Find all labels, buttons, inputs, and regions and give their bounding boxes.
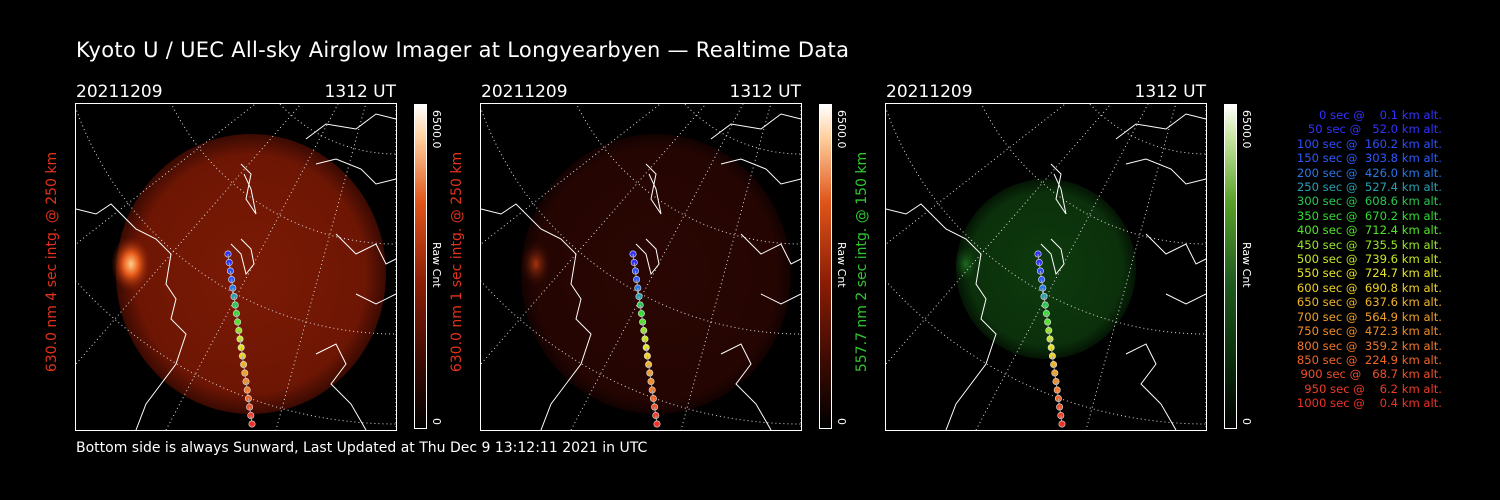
airglow-panel-1: 20211209 1312 UT 630.0 nm 4 sec intg. @ … <box>44 82 397 431</box>
legend-entry: 1000 sec @ 0.4 km alt. <box>1296 396 1442 411</box>
panel-date: 20211209 <box>481 82 568 102</box>
colorbar-max: 6500.0 <box>1240 110 1253 149</box>
legend-entry: 950 sec @ 6.2 km alt. <box>1304 381 1442 396</box>
allsky-image <box>885 103 1207 431</box>
legend-entry: 650 sec @ 637.6 km alt. <box>1296 295 1442 310</box>
airglow-panel-2: 20211209 1312 UT 630.0 nm 1 sec intg. @ … <box>449 82 802 431</box>
coastlines <box>76 113 396 430</box>
colorbar-min: 0 <box>1240 418 1253 425</box>
colorbar-1 <box>414 104 427 429</box>
legend-entry: 400 sec @ 712.4 km alt. <box>1296 223 1442 238</box>
colorbar-unit: Raw Cnt <box>430 242 443 288</box>
legend-entry: 200 sec @ 426.0 km alt. <box>1296 165 1442 180</box>
colorbar-min: 0 <box>835 418 848 425</box>
trajectory-legend: 0 sec @ 0.1 km alt. 50 sec @ 52.0 km alt.… <box>1297 108 1442 411</box>
trajectory <box>1034 250 1066 428</box>
panel-ylabel: 630.0 nm 4 sec intg. @ 250 km <box>44 151 60 373</box>
trajectory-point <box>248 420 256 428</box>
legend-entry: 300 sec @ 608.6 km alt. <box>1296 194 1442 209</box>
legend-entry: 450 sec @ 735.5 km alt. <box>1296 237 1442 252</box>
trajectory-point <box>1058 420 1066 428</box>
panel-time: 1312 UT <box>1134 82 1207 102</box>
allsky-image <box>75 103 397 431</box>
allsky-map-svg <box>76 104 396 430</box>
allsky-map-svg <box>481 104 801 430</box>
legend-entry: 150 sec @ 303.8 km alt. <box>1296 151 1442 166</box>
colorbar-min: 0 <box>430 418 443 425</box>
trajectory-point <box>653 420 661 428</box>
panel-ylabel: 630.0 nm 1 sec intg. @ 250 km <box>449 151 465 373</box>
legend-entry: 600 sec @ 690.8 km alt. <box>1296 280 1442 295</box>
allsky-map-svg <box>886 104 1206 430</box>
aurora-blob <box>954 246 978 282</box>
lat-lon-grid <box>886 104 1206 430</box>
legend-entry: 50 sec @ 52.0 km alt. <box>1307 122 1442 137</box>
page-title: Kyoto U / UEC All-sky Airglow Imager at … <box>76 38 850 62</box>
colorbar-2 <box>819 104 832 429</box>
trajectory <box>224 250 256 428</box>
colorbar-max: 6500.0 <box>835 110 848 149</box>
aurora-blob <box>111 236 151 292</box>
lat-lon-grid <box>76 104 396 430</box>
airglow-disk <box>521 134 791 414</box>
panel-date: 20211209 <box>76 82 163 102</box>
airglow-disk <box>116 134 386 414</box>
allsky-image <box>480 103 802 431</box>
legend-entry: 900 sec @ 68.7 km alt. <box>1300 367 1442 382</box>
legend-entry: 850 sec @ 224.9 km alt. <box>1296 352 1442 367</box>
legend-entry: 700 sec @ 564.9 km alt. <box>1296 309 1442 324</box>
legend-entry: 350 sec @ 670.2 km alt. <box>1296 208 1442 223</box>
colorbar-unit: Raw Cnt <box>1240 242 1253 288</box>
footer-note: Bottom side is always Sunward, Last Upda… <box>76 440 648 456</box>
colorbar-unit: Raw Cnt <box>835 242 848 288</box>
colorbar-max: 6500.0 <box>430 110 443 149</box>
airglow-panel-3: 20211209 1312 UT 557.7 nm 2 sec intg. @ … <box>854 82 1207 431</box>
panel-ylabel: 557.7 nm 2 sec intg. @ 150 km <box>854 151 870 373</box>
legend-entry: 100 sec @ 160.2 km alt. <box>1296 136 1442 151</box>
legend-entry: 250 sec @ 527.4 km alt. <box>1296 180 1442 195</box>
panel-date: 20211209 <box>886 82 973 102</box>
airglow-disk <box>956 179 1136 359</box>
coastlines <box>481 113 801 430</box>
legend-entry: 550 sec @ 724.7 km alt. <box>1296 266 1442 281</box>
legend-entry: 0 sec @ 0.1 km alt. <box>1318 108 1442 122</box>
legend-entry: 800 sec @ 359.2 km alt. <box>1296 338 1442 353</box>
aurora-blob <box>520 240 552 288</box>
panel-time: 1312 UT <box>324 82 397 102</box>
lat-lon-grid <box>481 104 801 430</box>
trajectory <box>629 250 661 428</box>
coastlines <box>886 113 1206 430</box>
legend-entry: 750 sec @ 472.3 km alt. <box>1296 324 1442 339</box>
colorbar-3 <box>1224 104 1237 429</box>
panel-time: 1312 UT <box>729 82 802 102</box>
legend-entry: 500 sec @ 739.6 km alt. <box>1296 252 1442 267</box>
